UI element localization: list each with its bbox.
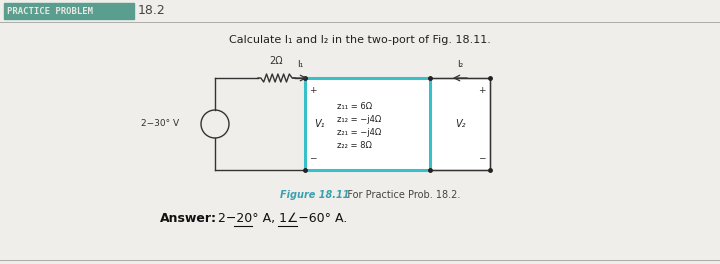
- Text: −: −: [478, 153, 486, 162]
- Text: 2−30° V: 2−30° V: [141, 120, 179, 129]
- Text: −: −: [310, 153, 317, 162]
- Bar: [430, 78, 490, 170]
- Text: 18.2: 18.2: [138, 4, 166, 17]
- Text: z₁₁ = 6Ω: z₁₁ = 6Ω: [337, 102, 372, 111]
- Text: V₂: V₂: [455, 119, 465, 129]
- Text: Figure 18.11: Figure 18.11: [280, 190, 349, 200]
- Text: For Practice Prob. 18.2.: For Practice Prob. 18.2.: [338, 190, 460, 200]
- Text: +: +: [478, 86, 486, 95]
- Text: PRACTICE PROBLEM: PRACTICE PROBLEM: [7, 7, 93, 16]
- Text: z₂₁ = −j4Ω: z₂₁ = −j4Ω: [337, 128, 382, 137]
- Text: z₁₂ = −j4Ω: z₁₂ = −j4Ω: [337, 115, 382, 124]
- Text: Calculate I₁ and I₂ in the two-port of Fig. 18.11.: Calculate I₁ and I₂ in the two-port of F…: [229, 35, 491, 45]
- Text: 2Ω: 2Ω: [270, 56, 283, 66]
- Text: z₂₂ = 8Ω: z₂₂ = 8Ω: [337, 141, 372, 150]
- Text: V₁: V₁: [314, 119, 324, 129]
- Bar: [4, 3, 134, 19]
- Text: Answer:: Answer:: [160, 212, 217, 225]
- Text: 2−20° A, 1∠−60° A.: 2−20° A, 1∠−60° A.: [218, 212, 347, 225]
- Text: +: +: [310, 86, 317, 95]
- Text: I₂: I₂: [457, 60, 463, 69]
- Bar: [305, 78, 430, 170]
- Text: I₁: I₁: [297, 60, 303, 69]
